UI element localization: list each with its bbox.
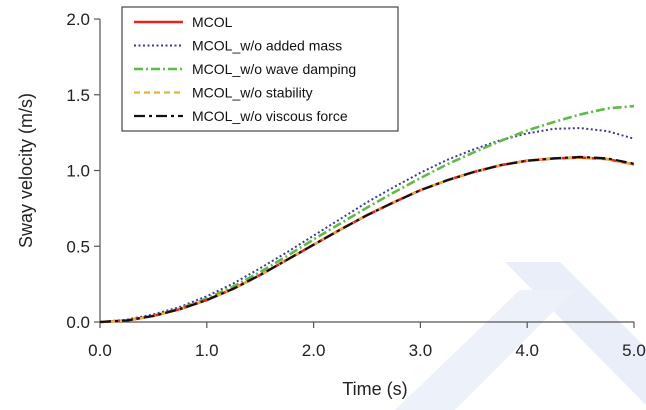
legend-entry-2: MCOL_w/o wave damping [192, 61, 356, 77]
y-tick-label: 2.0 [66, 10, 90, 29]
legend-entry-4: MCOL_w/o viscous force [192, 108, 348, 124]
y-tick-label: 1.5 [66, 86, 90, 105]
x-tick-label: 5.0 [622, 341, 646, 360]
y-ticks: 0.0 0.5 1.0 1.5 2.0 [66, 10, 100, 332]
y-tick-label: 0.5 [66, 237, 90, 256]
y-tick-label: 1.0 [66, 162, 90, 181]
series-line-1 [99, 127, 635, 323]
legend-entry-3: MCOL_w/o stability [192, 85, 313, 101]
x-tick-label: 2.0 [302, 341, 326, 360]
watermark-stripe [395, 290, 575, 410]
x-tick-label: 4.0 [515, 341, 539, 360]
x-tick-label: 0.0 [88, 341, 112, 360]
y-tick-label: 0.0 [66, 313, 90, 332]
x-axis-label: Time (s) [342, 379, 407, 399]
series-line-4 [99, 155, 635, 324]
legend-box [121, 6, 399, 132]
x-tick-label: 3.0 [409, 341, 433, 360]
legend: MCOL MCOL_w/o added mass MCOL_w/o wave dam… [121, 6, 399, 132]
y-axis-label: Sway velocity (m/s) [16, 93, 36, 248]
x-ticks: 0.0 1.0 2.0 3.0 4.0 5.0 [88, 322, 646, 360]
legend-entry-1: MCOL_w/o added mass [192, 38, 342, 54]
legend-entry-0: MCOL [192, 14, 233, 30]
series-lines [99, 104, 635, 324]
x-tick-label: 1.0 [195, 341, 219, 360]
watermark-stripes [395, 262, 646, 410]
